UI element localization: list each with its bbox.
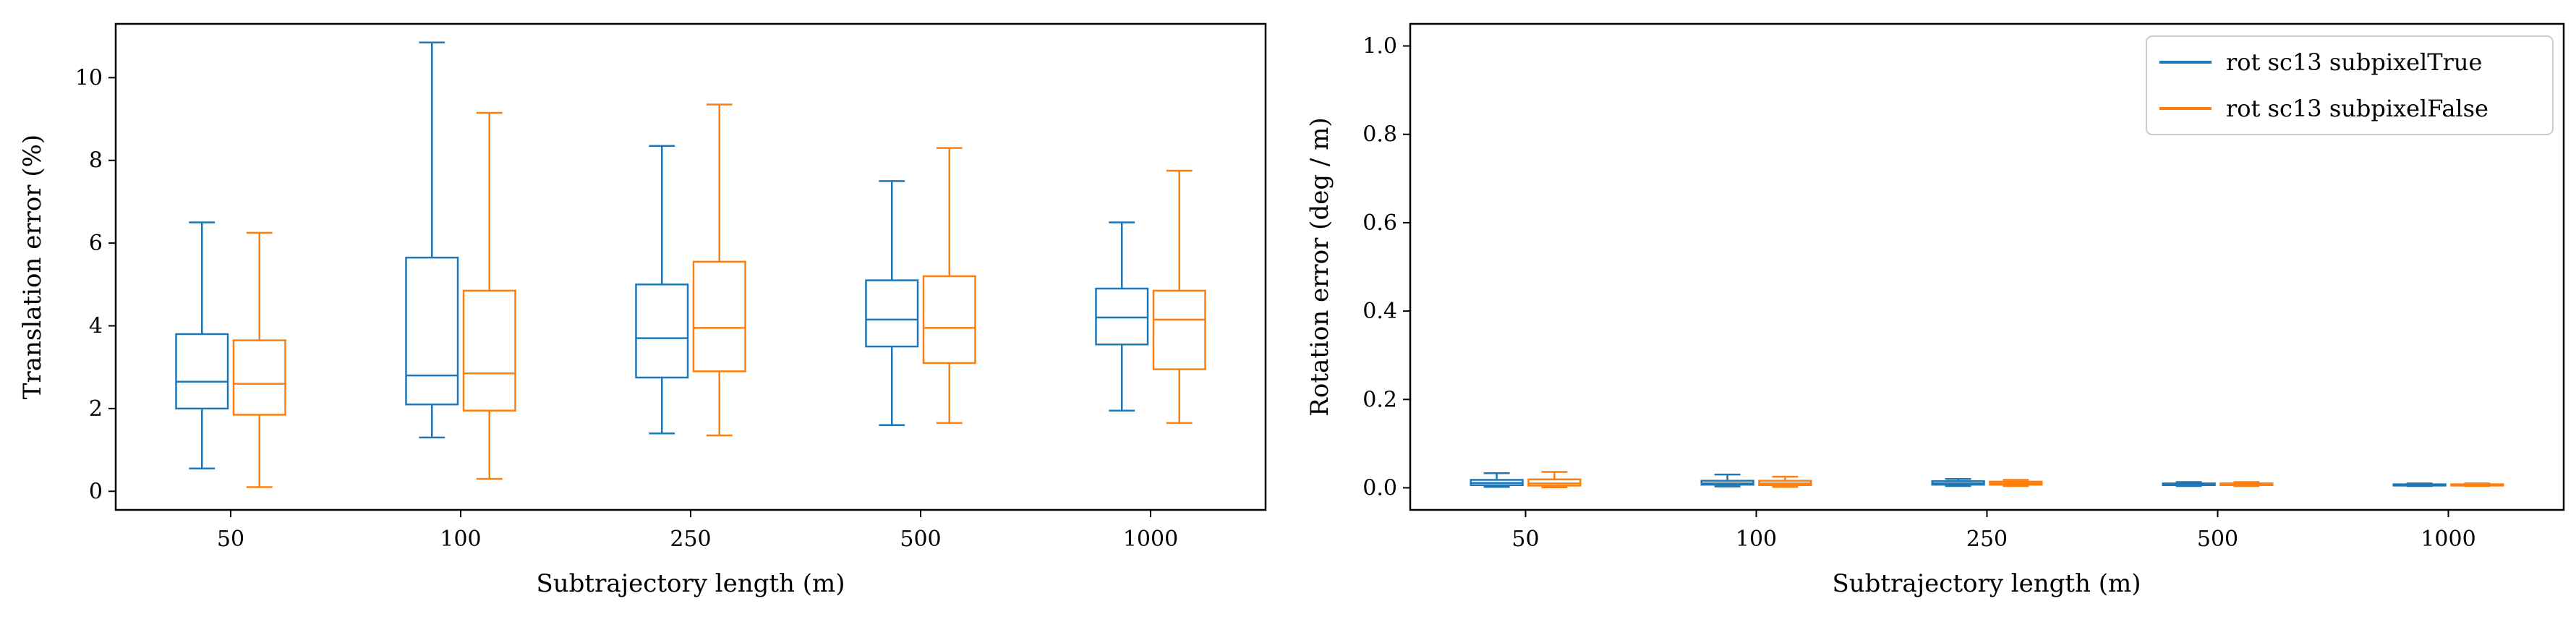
y-tick-label: 2 bbox=[89, 396, 103, 422]
y-tick-label: 4 bbox=[89, 313, 103, 338]
y-tick-label: 0.0 bbox=[1362, 475, 1397, 500]
iqr-box bbox=[1095, 287, 1149, 346]
x-axis-label: Subtrajectory length (m) bbox=[536, 569, 845, 598]
x-tick-label: 50 bbox=[217, 527, 244, 552]
y-tick-label: 1.0 bbox=[1362, 34, 1397, 59]
iqr-box bbox=[232, 339, 286, 416]
box-50-series-1 bbox=[1527, 471, 1582, 489]
y-axis-ticks: 0.0 0.2 0.4 0.6 0.8 1.0 bbox=[1362, 34, 1410, 500]
y-tick-label: 0.2 bbox=[1362, 387, 1397, 412]
box-250-series-0 bbox=[1931, 477, 1985, 487]
y-axis-label: Translation error (%) bbox=[18, 135, 47, 399]
y-tick-label: 0 bbox=[89, 479, 103, 504]
x-tick-label: 100 bbox=[440, 527, 481, 552]
box-50-series-0 bbox=[175, 221, 229, 470]
y-tick-label: 0.4 bbox=[1362, 299, 1397, 324]
x-axis-ticks: 50 100 250 500 1000 bbox=[217, 510, 1178, 552]
box-100-series-0 bbox=[405, 41, 459, 439]
iqr-box bbox=[1152, 289, 1206, 370]
box-500-series-0 bbox=[2162, 481, 2216, 487]
box-1000-series-1 bbox=[2450, 482, 2504, 487]
box-1000-series-1 bbox=[1152, 169, 1206, 425]
legend: rot sc13 subpixelTrue rot sc13 subpixelF… bbox=[2146, 35, 2554, 135]
box-500-series-0 bbox=[865, 180, 919, 427]
y-tick-label: 0.6 bbox=[1362, 210, 1397, 236]
y-axis-label: Rotation error (deg / m) bbox=[1305, 117, 1334, 416]
legend-frame bbox=[2146, 35, 2554, 135]
y-tick-label: 8 bbox=[89, 148, 103, 174]
x-axis-ticks: 50 100 250 500 1000 bbox=[1511, 510, 2476, 552]
box-series bbox=[1470, 471, 2504, 489]
x-tick-label: 1000 bbox=[2421, 527, 2475, 552]
x-axis-label: Subtrajectory length (m) bbox=[1832, 569, 2141, 598]
iqr-box bbox=[922, 275, 976, 365]
y-tick-label: 6 bbox=[89, 231, 103, 256]
iqr-box bbox=[692, 260, 746, 372]
x-tick-label: 100 bbox=[1736, 527, 1777, 552]
x-tick-label: 50 bbox=[1511, 527, 1539, 552]
box-250-series-0 bbox=[635, 145, 689, 435]
box-1000-series-0 bbox=[2392, 482, 2447, 487]
box-series bbox=[175, 41, 1206, 488]
legend-label-subpixel-false: rot sc13 subpixelFalse bbox=[2226, 95, 2488, 122]
box-500-series-1 bbox=[922, 147, 976, 425]
y-axis-ticks: 0 2 4 6 8 10 bbox=[75, 65, 116, 504]
iqr-box bbox=[175, 333, 229, 410]
box-500-series-1 bbox=[2219, 481, 2274, 487]
box-100-series-1 bbox=[462, 111, 516, 480]
x-tick-label: 250 bbox=[1966, 527, 2008, 552]
legend-label-subpixel-true: rot sc13 subpixelTrue bbox=[2226, 48, 2482, 76]
box-50-series-1 bbox=[232, 231, 286, 488]
x-tick-label: 1000 bbox=[1123, 527, 1178, 552]
box-250-series-1 bbox=[1989, 479, 2043, 487]
plot-area-frame bbox=[114, 22, 1267, 511]
iqr-box bbox=[635, 284, 689, 379]
y-tick-label: 10 bbox=[75, 65, 103, 90]
box-1000-series-0 bbox=[1095, 221, 1149, 412]
iqr-box bbox=[405, 256, 459, 406]
x-tick-label: 500 bbox=[2197, 527, 2238, 552]
y-tick-label: 0.8 bbox=[1362, 122, 1397, 148]
box-100-series-1 bbox=[1758, 475, 1812, 488]
box-250-series-1 bbox=[692, 103, 746, 437]
x-tick-label: 250 bbox=[670, 527, 711, 552]
x-tick-label: 500 bbox=[900, 527, 941, 552]
box-100-series-0 bbox=[1700, 473, 1754, 487]
iqr-box bbox=[865, 279, 919, 348]
iqr-box bbox=[462, 289, 516, 412]
rotation-error-panel: 0.0 0.2 0.4 0.6 0.8 1.0 50 100 250 500 1000 Subtr… bbox=[1305, 22, 2565, 598]
translation-error-panel: 0 2 4 6 8 10 50 100 250 500 1000 Subtrajectory le… bbox=[18, 22, 1267, 598]
box-50-series-0 bbox=[1470, 472, 1524, 488]
